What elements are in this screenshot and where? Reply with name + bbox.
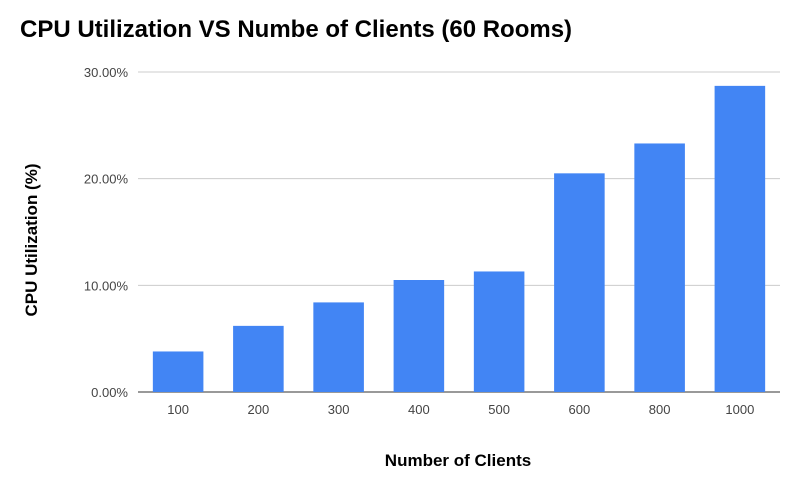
bar-400 (393, 280, 445, 392)
y-tick-label: 30.00% (84, 65, 129, 80)
bar-1000 (714, 85, 766, 392)
bar-300 (313, 302, 364, 392)
y-tick-label: 20.00% (84, 172, 129, 187)
bars (152, 85, 766, 392)
bar-500 (473, 271, 525, 392)
y-axis-title: CPU Utilization (%) (22, 164, 41, 317)
x-tick-label: 800 (649, 402, 671, 417)
y-tick-label: 10.00% (84, 278, 129, 293)
bar-600 (554, 173, 605, 392)
y-tick-label: 0.00% (91, 385, 128, 400)
x-tick-labels: 100 200 300 400 500 600 800 1000 (167, 402, 754, 417)
x-tick-label: 600 (569, 402, 591, 417)
chart-title: CPU Utilization VS Numbe of Clients (60 … (20, 16, 573, 43)
bar-100 (152, 351, 204, 392)
x-tick-label: 400 (408, 402, 430, 417)
x-tick-label: 300 (328, 402, 350, 417)
bar-200 (233, 325, 284, 392)
bar-800 (634, 143, 685, 392)
x-tick-label: 100 (167, 402, 189, 417)
x-tick-label: 1000 (725, 402, 754, 417)
y-tick-labels: 0.00% 10.00% 20.00% 30.00% (84, 65, 129, 400)
x-tick-label: 200 (248, 402, 270, 417)
x-axis-title: Number of Clients (385, 451, 531, 470)
x-tick-label: 500 (488, 402, 510, 417)
